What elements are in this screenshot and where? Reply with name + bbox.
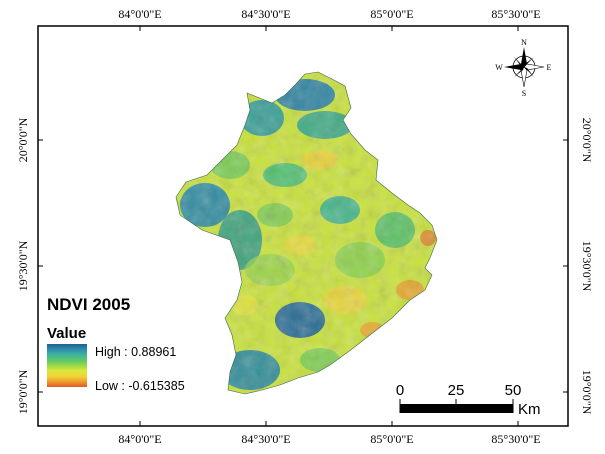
left-tick-label: 20°0'0"N — [16, 117, 30, 162]
top-tick-label: 85°30'0"E — [491, 7, 540, 21]
scale-unit-label: Km — [518, 401, 541, 418]
compass-n-label: N — [521, 38, 527, 47]
left-tick-label: 19°0'0"N — [16, 369, 30, 414]
scale-label-0: 0 — [396, 382, 404, 399]
compass-e-label: E — [547, 63, 552, 72]
compass-s-label: S — [522, 89, 526, 98]
scale-label-50: 50 — [505, 382, 522, 399]
scale-bar — [399, 399, 514, 413]
right-tick-label: 19°30'0"N — [580, 241, 594, 292]
top-tick-label: 85°0'0"E — [370, 7, 413, 21]
legend-high-label: High : 0.88961 — [95, 345, 176, 359]
legend-low-label: Low : -0.615385 — [95, 379, 185, 393]
north-arrow-icon: N S E W — [495, 38, 551, 98]
right-tick-label: 20°0'0"N — [580, 118, 594, 163]
bottom-tick-label: 84°0'0"E — [118, 432, 161, 446]
scale-label-25: 25 — [448, 382, 465, 399]
top-tick-label: 84°30'0"E — [241, 7, 290, 21]
left-tick-label: 19°30'0"N — [16, 240, 30, 291]
bottom-tick-label: 84°30'0"E — [241, 432, 290, 446]
bottom-tick-label: 85°30'0"E — [491, 432, 540, 446]
graticule-ticks — [38, 26, 568, 426]
right-tick-label: 19°0'0"N — [580, 370, 594, 415]
compass-w-label: W — [495, 63, 503, 72]
bottom-tick-label: 85°0'0"E — [370, 432, 413, 446]
map-title: NDVI 2005 — [47, 295, 130, 314]
top-tick-label: 84°0'0"E — [118, 7, 161, 21]
legend-heading: Value — [47, 325, 86, 342]
legend-color-ramp — [47, 344, 87, 387]
